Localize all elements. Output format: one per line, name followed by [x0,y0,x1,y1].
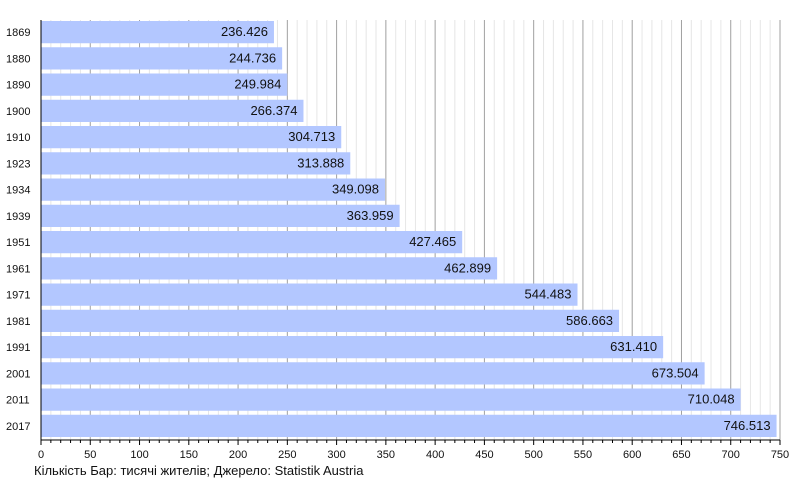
value-label: 236.426 [221,24,268,39]
category-label: 2017 [6,421,30,433]
bar-1934 [41,178,385,201]
bar-1971 [41,283,578,306]
value-label: 746.513 [724,418,771,433]
category-label: 1910 [6,132,30,144]
value-label: 710.048 [688,392,735,407]
category-label: 1869 [6,27,30,39]
value-label: 304.713 [288,129,335,144]
value-label: 266.374 [250,103,297,118]
category-label: 1961 [6,263,30,275]
x-tick-label: 100 [130,449,148,461]
x-tick-label: 700 [722,449,740,461]
bar-1910 [41,126,342,149]
x-tick-label: 250 [278,449,296,461]
category-label: 1880 [6,53,30,65]
bar-1869 [41,21,274,44]
category-label: 1923 [6,158,30,170]
bar-1961 [41,257,498,280]
x-tick-label: 150 [180,449,198,461]
x-tick-label: 450 [475,449,493,461]
bar-2011 [41,388,741,411]
category-label: 1934 [6,185,30,197]
category-label: 1951 [6,237,30,249]
x-tick-label: 0 [38,449,44,461]
x-tick-label: 650 [672,449,690,461]
category-label: 1991 [6,342,30,354]
value-label: 462.899 [444,260,491,275]
value-label: 349.098 [332,182,379,197]
category-label: 1981 [6,316,30,328]
category-label: 1971 [6,290,30,302]
x-tick-label: 300 [327,449,345,461]
bar-1951 [41,231,463,254]
x-tick-label: 500 [524,449,542,461]
value-label: 427.465 [409,234,456,249]
x-tick-label: 400 [426,449,444,461]
x-tick-label: 350 [377,449,395,461]
bar-1923 [41,152,351,175]
category-label: 2001 [6,368,30,380]
value-label: 544.483 [524,287,571,302]
bar-2017 [41,414,777,437]
bar-1900 [41,99,304,122]
bar-1981 [41,309,620,332]
chart-caption: Кількість Бар: тисячі жителів; Джерело: … [34,463,364,478]
value-label: 363.959 [347,208,394,223]
x-tick-label: 550 [574,449,592,461]
bar-1880 [41,47,283,70]
bar-1939 [41,204,400,227]
bar-1991 [41,336,664,359]
value-label: 249.984 [234,77,281,92]
category-label: 2011 [6,395,30,407]
x-axis: 0 50 100 150 200 250 300 350 400 450 500 550 600 650 7… [38,20,789,461]
category-label: 1939 [6,211,30,223]
bar-1890 [41,73,288,96]
value-label: 244.736 [229,50,276,65]
value-label: 631.410 [610,339,657,354]
category-label: 1890 [6,80,30,92]
bars: 236.426 1869 244.736 1880 249.984 1890 266.374… [6,21,777,437]
x-tick-label: 50 [84,449,96,461]
value-label: 313.888 [297,155,344,170]
bar-2001 [41,362,705,385]
x-tick-label: 600 [623,449,641,461]
x-tick-label: 200 [229,449,247,461]
value-label: 673.504 [652,365,699,380]
value-label: 586.663 [566,313,613,328]
category-label: 1900 [6,106,30,118]
x-tick-label: 750 [771,449,789,461]
